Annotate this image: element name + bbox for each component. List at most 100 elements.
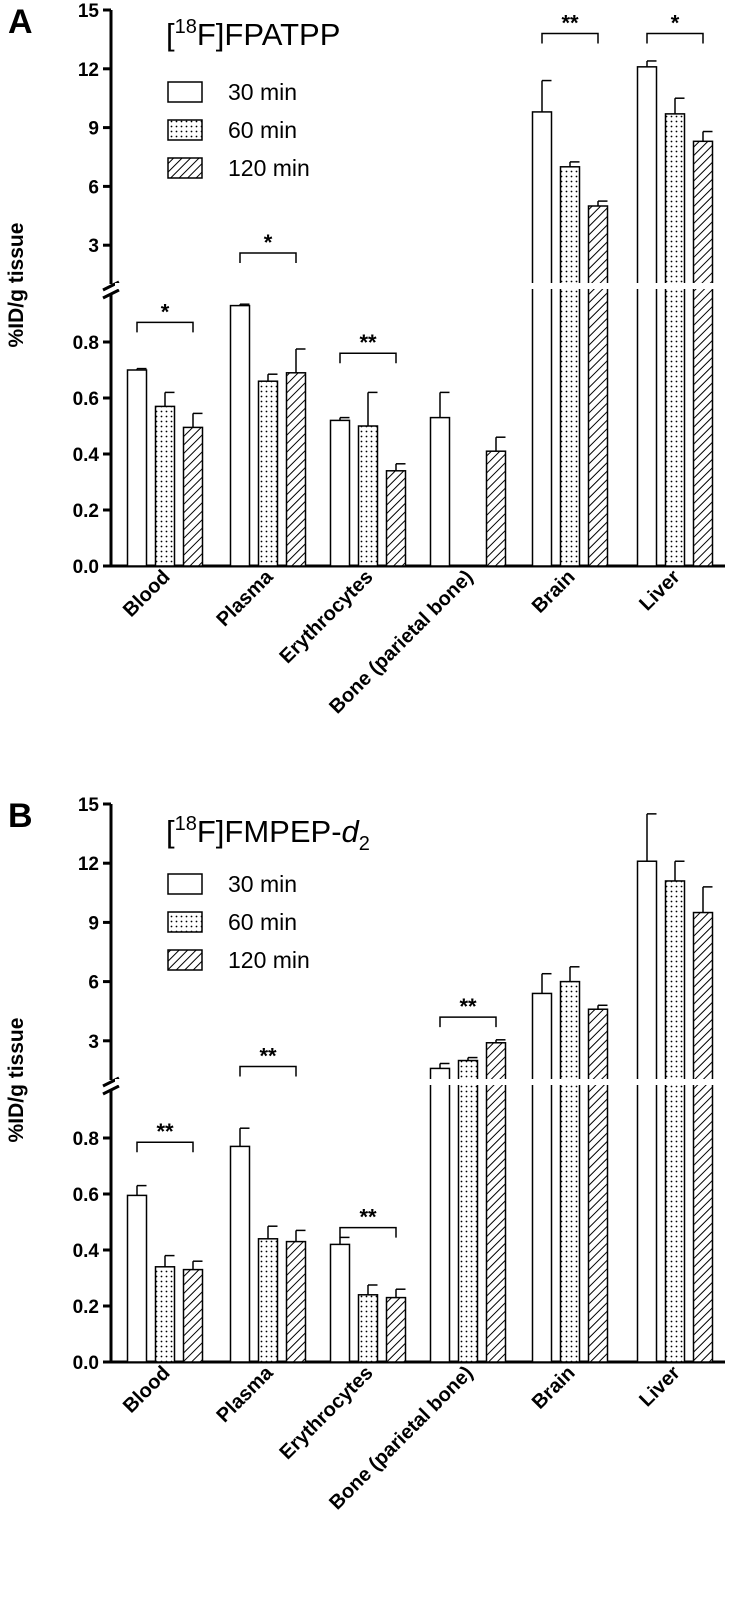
category-label: Plasma	[212, 1361, 278, 1427]
bar	[531, 992, 553, 1363]
bar	[285, 372, 307, 567]
bar	[329, 1243, 351, 1363]
significance-bracket	[136, 321, 194, 333]
bar	[636, 860, 658, 1363]
significance-label: *	[671, 11, 680, 36]
category-label: Brain	[528, 566, 580, 618]
significance-bracket	[239, 1065, 297, 1077]
significance-bracket	[339, 1226, 397, 1238]
bar	[357, 1294, 379, 1363]
y-tick-label: 0.6	[73, 389, 99, 410]
bar	[126, 369, 148, 567]
significance-label: **	[561, 11, 579, 36]
legend-label: 60 min	[228, 117, 297, 143]
legend-label: 30 min	[228, 79, 297, 105]
category-label: Erythrocytes	[276, 1362, 378, 1464]
bar	[357, 425, 379, 567]
legend-label: 120 min	[228, 947, 310, 973]
category-label: Liver	[635, 566, 685, 616]
bar	[257, 380, 279, 567]
panel-a: A [18F]FPATPP %ID/g tissue 0.00.20.40.60…	[5, 1, 725, 718]
bar	[587, 205, 609, 567]
legend-label: 30 min	[228, 871, 297, 897]
y-tick-label: 12	[78, 60, 99, 81]
bar	[385, 1296, 407, 1363]
chart-title: [18F]FMPEP-d2	[166, 813, 370, 855]
legend-swatch	[167, 81, 203, 103]
panel-letter: B	[8, 797, 33, 835]
y-tick-label: 3	[88, 236, 99, 257]
category-label: Plasma	[212, 565, 278, 631]
legend-swatch	[167, 911, 203, 933]
bar	[531, 111, 553, 567]
axis-break-mark	[102, 288, 120, 300]
significance-bracket	[136, 1141, 194, 1153]
significance-label: **	[259, 1043, 277, 1068]
y-tick-label: 0.2	[73, 1297, 99, 1318]
category-label: Blood	[119, 1362, 175, 1418]
axis-break-band	[115, 283, 725, 289]
axis-break-band	[115, 1079, 725, 1085]
significance-label: **	[156, 1119, 174, 1144]
y-tick-label: 0.4	[73, 445, 100, 466]
bar	[229, 1145, 251, 1363]
significance-label: **	[459, 994, 477, 1019]
bar	[429, 416, 451, 567]
category-label: Blood	[119, 566, 175, 622]
y-tick-label: 12	[78, 854, 99, 875]
significance-bracket	[339, 352, 397, 364]
legend-swatch	[167, 949, 203, 971]
chart-title: [18F]FPATPP	[166, 16, 340, 52]
category-label: Brain	[528, 1362, 580, 1414]
bar	[154, 1266, 176, 1363]
bar	[429, 1067, 451, 1363]
bar	[329, 419, 351, 567]
y-tick-label: 9	[88, 913, 99, 934]
y-tick-label: 0.0	[73, 557, 99, 578]
significance-bracket	[439, 1016, 497, 1028]
legend-label: 120 min	[228, 155, 310, 181]
legend-swatch	[167, 119, 203, 141]
bar	[182, 426, 204, 567]
bar	[636, 66, 658, 567]
bar	[126, 1194, 148, 1363]
bar	[559, 980, 581, 1363]
y-tick-label: 0.8	[73, 1129, 99, 1150]
bar	[285, 1240, 307, 1363]
bar	[559, 166, 581, 567]
bar	[385, 470, 407, 567]
legend-label: 60 min	[228, 909, 297, 935]
bar	[457, 1059, 479, 1363]
y-tick-label: 0.6	[73, 1185, 99, 1206]
significance-label: **	[359, 330, 377, 355]
significance-label: *	[264, 230, 273, 255]
y-axis-label: %ID/g tissue	[5, 1018, 28, 1143]
y-tick-label: 0.8	[73, 333, 99, 354]
panel-letter: A	[8, 3, 33, 41]
panel-b: B [18F]FMPEP-d2 %ID/g tissue 0.00.20.40.…	[5, 795, 725, 1514]
bar	[692, 140, 714, 567]
significance-label: *	[161, 299, 170, 324]
bar	[664, 113, 686, 567]
legend-swatch	[167, 157, 203, 179]
y-tick-label: 6	[88, 973, 99, 994]
bar	[229, 304, 251, 567]
bar	[587, 1008, 609, 1363]
chart-marks: 0.0 0.2 0.4 0.6 0.8 3 6 9 12 15 Blood PlasmaErythro…	[73, 1, 725, 718]
bar	[485, 450, 507, 567]
significance-bracket	[239, 252, 297, 264]
significance-bracket	[541, 32, 599, 44]
y-tick-label: 15	[78, 1, 100, 22]
category-label: Erythrocytes	[276, 566, 378, 668]
category-label: Liver	[635, 1362, 685, 1412]
bar	[154, 405, 176, 567]
significance-bracket	[646, 32, 704, 44]
y-tick-label: 3	[88, 1032, 99, 1053]
y-tick-label: 15	[78, 795, 100, 816]
bar	[257, 1238, 279, 1363]
y-tick-label: 0.2	[73, 501, 99, 522]
bar	[485, 1042, 507, 1363]
y-tick-label: 9	[88, 119, 99, 140]
legend-swatch	[167, 873, 203, 895]
